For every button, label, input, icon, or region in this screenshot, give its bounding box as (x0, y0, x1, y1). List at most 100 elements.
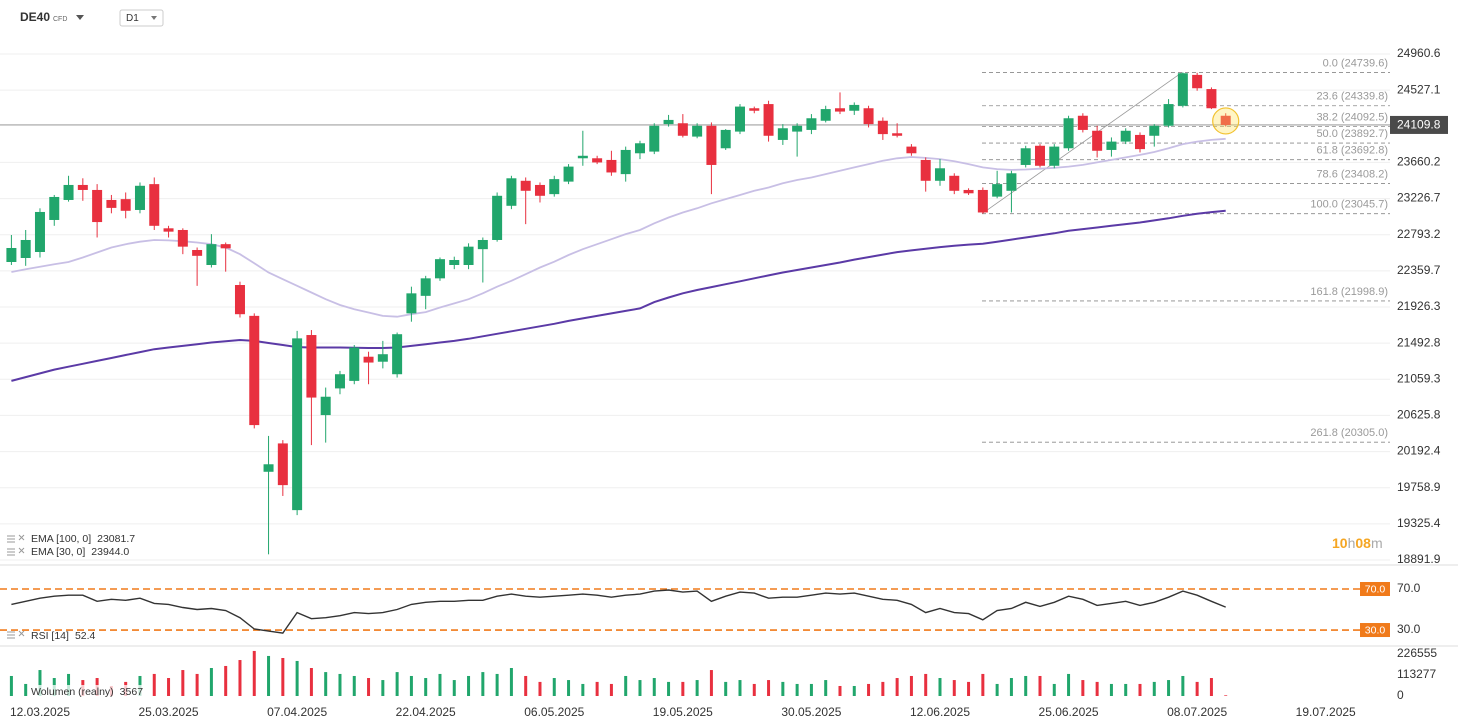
symbol-dropdown[interactable] (76, 15, 84, 20)
candle-body (492, 195, 503, 240)
candle-body (406, 293, 417, 314)
candle-body (806, 118, 817, 130)
volume-bar (938, 678, 942, 696)
fib-label: 261.8 (20305.0) (1310, 427, 1388, 439)
candle-body (820, 109, 831, 121)
countdown-m: m (1371, 535, 1383, 551)
candle-body (6, 247, 17, 262)
close-icon[interactable] (18, 630, 25, 637)
candle-body (449, 259, 460, 265)
rsi-level-label: 70.0 (1365, 583, 1386, 595)
volume-bar (238, 660, 242, 696)
rsi-axis-label: 70.0 (1397, 581, 1421, 595)
candle-body (349, 347, 360, 381)
volume-bar (24, 683, 28, 696)
volume-bar (1224, 695, 1228, 696)
fib-label: 0.0 (24739.6) (1323, 57, 1388, 69)
candle-body (206, 244, 217, 265)
timeframe-select[interactable] (119, 9, 164, 27)
candle-body (434, 259, 445, 279)
candle-body (977, 189, 988, 213)
close-icon[interactable] (18, 534, 25, 541)
candle-body (320, 396, 331, 416)
candle-body (592, 158, 603, 163)
menu-icon[interactable] (7, 631, 15, 639)
y-tick-label: 23660.2 (1397, 155, 1441, 169)
y-tick-label: 20625.8 (1397, 408, 1441, 422)
countdown-h: h (1348, 535, 1356, 551)
volume-bar (638, 680, 642, 696)
candle-body (63, 184, 74, 200)
volume-bar (367, 678, 371, 696)
volume-bar (1009, 678, 1013, 696)
volume-bar (1195, 681, 1199, 696)
candle-body (34, 211, 45, 252)
volume-bar (1081, 680, 1085, 696)
volume-bar (381, 680, 385, 696)
countdown-minutes: 08 (1355, 535, 1371, 551)
menu-icon[interactable] (7, 548, 15, 556)
candle-body (363, 356, 374, 363)
y-tick-label: 23226.7 (1397, 191, 1441, 205)
volume-bar (195, 673, 199, 696)
volume-bar (352, 675, 356, 696)
candle-body (92, 189, 103, 223)
candle-body (649, 125, 660, 152)
volume-bar (524, 675, 528, 696)
candle-body (420, 278, 431, 296)
volume-bar (324, 672, 328, 696)
volume-bar (967, 681, 971, 696)
timeframe: D1 (126, 13, 139, 24)
candle-body (20, 239, 31, 258)
volume-bar (409, 675, 413, 696)
volume-bar (452, 680, 456, 696)
x-tick-label: 25.06.2025 (1039, 705, 1099, 719)
candle-body (220, 244, 231, 249)
volume-bar (1138, 683, 1142, 696)
ema-legend-value: 23081.7 (97, 533, 135, 545)
close-icon[interactable] (18, 547, 25, 554)
y-tick-label: 19758.9 (1397, 480, 1441, 494)
volume-bar (881, 681, 885, 696)
candle-body (149, 184, 160, 226)
candle-body (877, 120, 888, 135)
candle-body (106, 199, 117, 208)
volume-bar (867, 683, 871, 696)
candle-body (620, 149, 631, 175)
ema-legend-name: EMA [30, 0] (31, 546, 85, 558)
menu-icon[interactable] (7, 535, 15, 543)
fib-label: 38.2 (24092.5) (1316, 111, 1388, 123)
volume-bar (9, 675, 13, 696)
volume-bar (595, 681, 599, 696)
candle-body (563, 166, 574, 182)
volume-bar (538, 681, 542, 696)
candle-body (720, 129, 731, 149)
candle-body (734, 106, 745, 132)
candle-body (1149, 125, 1160, 136)
volume-bar (1209, 678, 1213, 696)
volume-bar (567, 680, 571, 696)
candle-body (392, 334, 403, 375)
x-tick-label: 12.03.2025 (10, 705, 70, 719)
volume-tick-label: 226555 (1397, 646, 1437, 660)
symbol: DE40 (20, 10, 50, 24)
volume-bar (309, 668, 313, 696)
candle-body (463, 246, 474, 265)
volume-bar (1152, 681, 1156, 696)
volume-bar (67, 673, 71, 696)
fib-label: 161.8 (21998.9) (1310, 286, 1388, 298)
volume-legend-value: 3567 (120, 686, 144, 698)
volume-bar (709, 670, 713, 696)
volume-bar (467, 675, 471, 696)
current-price-label: 24109.8 (1397, 118, 1441, 132)
x-tick-label: 19.05.2025 (653, 705, 713, 719)
y-tick-label: 21059.3 (1397, 371, 1441, 385)
volume-bar (252, 650, 256, 696)
volume-legend-name: Wolumen (realny) (31, 686, 114, 698)
candle-body (120, 199, 131, 211)
volume-bar (38, 670, 42, 696)
candle-body (1206, 89, 1217, 109)
candle-body (1006, 173, 1017, 191)
toolbar: DE40 CFD D1 (20, 9, 164, 27)
